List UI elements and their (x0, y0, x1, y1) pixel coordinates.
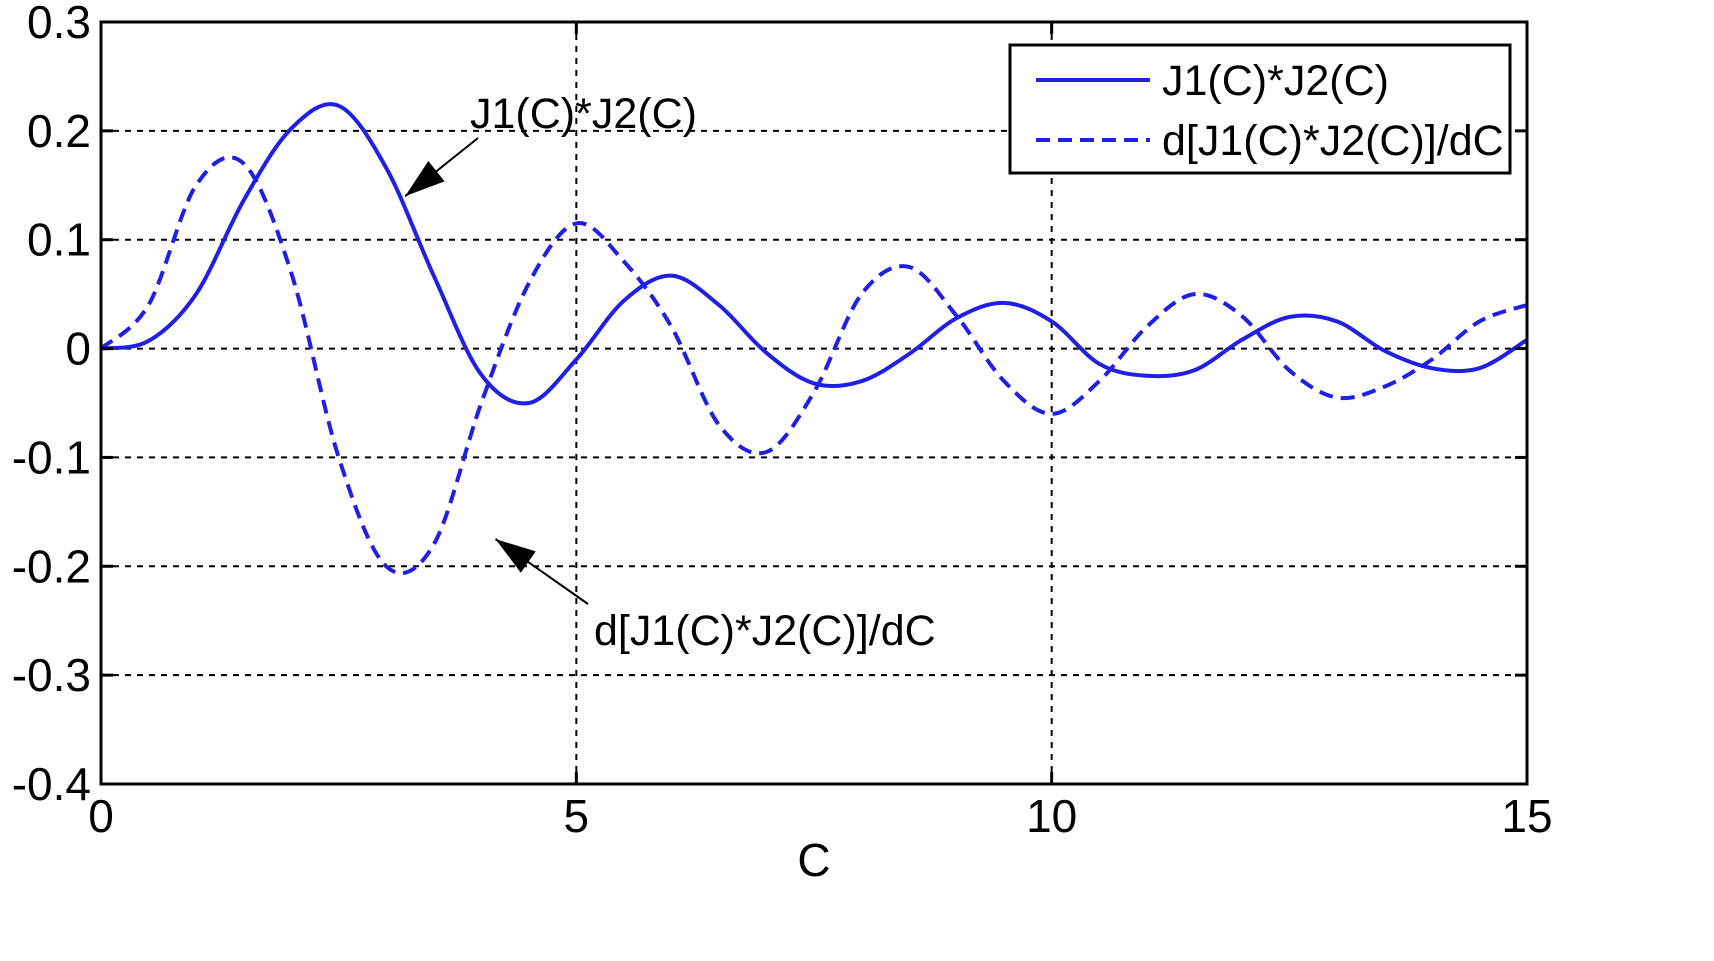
y-tick-label: -0.4 (12, 758, 91, 810)
legend-label-solid: J1(C)*J2(C) (1162, 57, 1389, 105)
x-axis-label: C (797, 834, 830, 886)
y-tick-label: -0.1 (12, 431, 91, 483)
ticks: 0 5 10 15 0.3 0.2 0.1 0 -0.1 -0.2 -0.3 -0.4 (12, 0, 1553, 842)
annotation-label: J1(C)*J2(C) (470, 90, 697, 138)
plot-frame (99, 20, 1529, 786)
legend-box (1008, 43, 1512, 175)
grid (101, 22, 1527, 784)
x-tick-label: 0 (88, 790, 114, 842)
legend: J1(C)*J2(C) d[J1(C)*J2(C)]/dC (1008, 43, 1512, 175)
y-tick-label: 0.3 (27, 0, 91, 48)
series-line-dashed (99, 155, 1528, 576)
x-tick-label: 15 (1501, 790, 1552, 842)
annotation-arrowhead (495, 539, 536, 573)
series (99, 102, 1529, 576)
annotation-label: d[J1(C)*J2(C)]/dC (594, 607, 936, 655)
annotation-arrowhead (405, 161, 445, 197)
legend-label-dashed: d[J1(C)*J2(C)]/dC (1162, 117, 1504, 165)
y-tick-label: -0.2 (12, 540, 91, 592)
x-tick-label: 10 (1026, 790, 1077, 842)
series-line-solid (100, 102, 1529, 406)
y-tick-label: 0.2 (27, 105, 91, 157)
annotations: J1(C)*J2(C) d[J1(C)*J2(C)]/dC (404, 90, 936, 655)
y-tick-label: 0.1 (27, 214, 91, 266)
y-tick-label: -0.3 (12, 649, 91, 701)
y-tick-label: 0 (65, 323, 91, 375)
x-tick-label: 5 (564, 790, 590, 842)
